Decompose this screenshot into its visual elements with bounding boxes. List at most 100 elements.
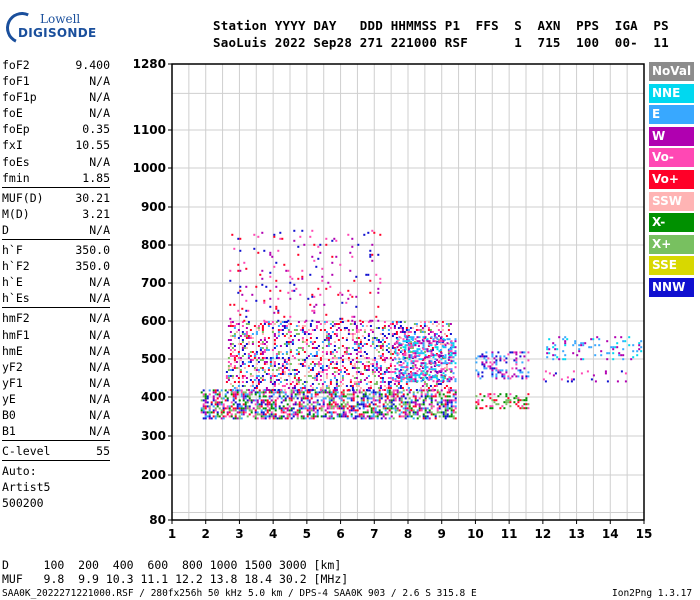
echo-point <box>317 371 320 373</box>
echo-point <box>336 413 339 416</box>
echo-point <box>260 411 263 414</box>
echo-point <box>272 417 275 420</box>
echo-point <box>347 357 350 359</box>
echo-point <box>358 413 361 416</box>
echo-point <box>398 372 401 375</box>
echo-point <box>362 403 365 406</box>
echo-point <box>369 319 372 322</box>
echo-point <box>309 325 312 327</box>
echo-point <box>386 389 389 392</box>
echo-point <box>226 407 229 410</box>
echo-point <box>321 383 324 385</box>
echo-point <box>374 399 377 402</box>
echo-point <box>418 374 421 377</box>
echo-point <box>216 411 219 414</box>
echo-point <box>297 383 300 385</box>
echo-point <box>231 375 234 377</box>
echo-point <box>369 381 372 383</box>
echo-point <box>304 417 307 420</box>
echo-point <box>495 367 498 370</box>
echo-point <box>273 335 276 337</box>
echo-point <box>274 403 277 406</box>
echo-point <box>454 401 457 404</box>
echo-point <box>572 370 575 373</box>
echo-point <box>283 373 286 375</box>
echo-point <box>442 393 445 396</box>
echo-point <box>422 401 425 404</box>
echo-point <box>241 339 244 341</box>
echo-point <box>277 319 280 322</box>
param-key: fmin <box>2 170 30 185</box>
echo-point <box>452 342 455 345</box>
echo-point <box>412 413 415 416</box>
echo-point <box>291 277 294 280</box>
echo-point <box>521 361 524 364</box>
echo-point <box>319 389 322 391</box>
echo-point <box>369 279 372 282</box>
echo-point <box>410 380 413 383</box>
echo-point <box>229 365 232 367</box>
echo-point <box>315 351 318 353</box>
echo-point <box>527 403 530 406</box>
echo-point <box>379 387 382 389</box>
echo-point <box>235 361 238 363</box>
echo-point <box>370 411 373 414</box>
echo-point <box>383 361 386 363</box>
echo-point <box>328 405 331 408</box>
echo-point <box>333 367 336 369</box>
echo-point <box>452 360 455 363</box>
echo-point <box>293 377 296 379</box>
echo-point <box>401 349 404 351</box>
echo-point <box>435 341 438 343</box>
echo-point <box>367 361 370 363</box>
echo-point <box>412 372 415 375</box>
echo-point <box>331 331 334 333</box>
echo-point <box>379 373 382 375</box>
echo-point <box>236 403 239 406</box>
echo-point <box>412 393 415 396</box>
echo-point <box>369 387 372 389</box>
echo-point <box>525 403 528 406</box>
echo-point <box>297 359 300 361</box>
echo-point <box>379 369 382 371</box>
echo-point <box>426 395 429 398</box>
echo-point <box>331 321 334 323</box>
echo-point <box>428 368 431 371</box>
echo-point <box>238 389 241 392</box>
echo-point <box>315 327 318 329</box>
echo-point <box>450 389 453 392</box>
echo-point <box>308 399 311 402</box>
echo-point <box>412 411 415 414</box>
echo-point <box>324 391 327 394</box>
echo-point <box>396 407 399 410</box>
echo-point <box>274 391 277 394</box>
echo-point <box>289 281 292 284</box>
echo-point <box>279 351 282 353</box>
echo-point <box>452 411 455 414</box>
echo-point <box>327 333 330 335</box>
echo-point <box>392 417 395 420</box>
echo-point <box>412 352 415 355</box>
echo-point <box>267 367 270 369</box>
echo-point <box>365 325 368 327</box>
echo-point <box>552 346 555 349</box>
echo-point <box>362 399 365 402</box>
echo-point <box>257 329 260 331</box>
echo-point <box>397 327 400 329</box>
echo-point <box>391 371 394 373</box>
echo-point <box>367 367 370 369</box>
echo-point <box>315 387 318 389</box>
echo-point <box>390 405 393 408</box>
echo-point <box>517 399 520 402</box>
echo-point <box>422 352 425 355</box>
echo-point <box>307 329 310 331</box>
echo-point <box>406 344 409 347</box>
echo-point <box>290 407 293 410</box>
echo-point <box>305 341 308 343</box>
echo-point <box>277 351 280 353</box>
echo-point <box>263 379 266 381</box>
echo-point <box>481 399 484 402</box>
echo-point <box>375 337 378 339</box>
echo-point <box>604 370 607 373</box>
echo-point <box>450 407 453 410</box>
